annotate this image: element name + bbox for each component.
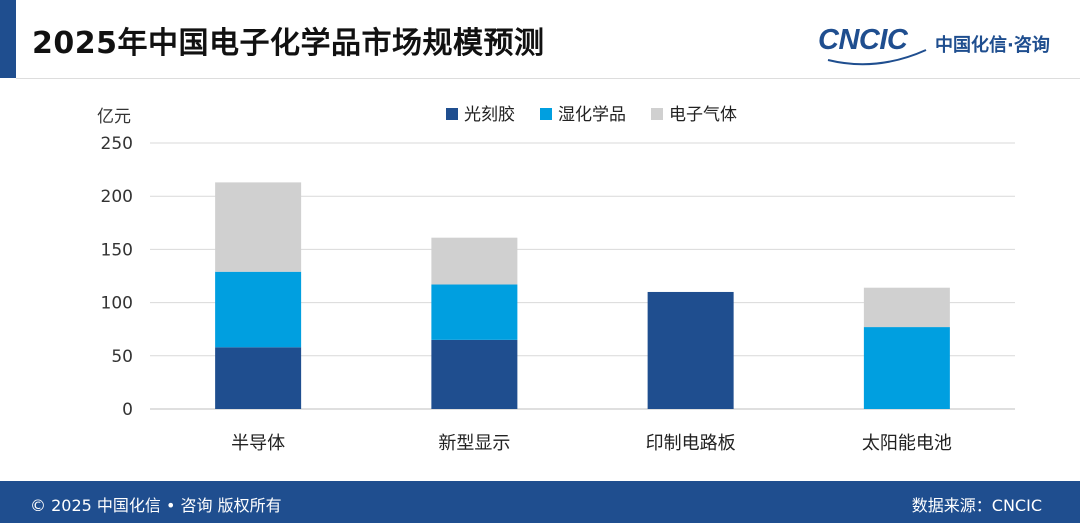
footer-copyright: © 2025 中国化信 • 咨询 版权所有 (30, 496, 282, 515)
legend-swatch (651, 108, 663, 120)
x-tick-label: 半导体 (231, 433, 285, 454)
y-tick-label: 250 (101, 134, 133, 154)
title-accent-bar (0, 0, 16, 78)
bar-segment (431, 237, 518, 285)
legend-swatch (446, 108, 458, 120)
y-tick-label: 200 (101, 187, 133, 207)
logo-text: 中国化信·咨询 (935, 35, 1050, 56)
brand-logo: CNCIC 中国化信·咨询 (818, 20, 1068, 66)
bar-segment (215, 347, 302, 409)
x-tick-label: 太阳能电池 (862, 433, 952, 454)
y-tick-label: 0 (122, 400, 133, 420)
bar-segment (863, 327, 950, 409)
bar-segment (863, 287, 950, 328)
legend-label: 电子气体 (669, 105, 737, 125)
legend-label: 湿化学品 (558, 105, 626, 125)
logo-mark: CNCIC (818, 24, 908, 56)
header-divider (16, 78, 1080, 79)
y-axis-label: 亿元 (97, 107, 131, 127)
bar-segment (215, 271, 302, 348)
bar-segment (431, 339, 518, 409)
legend-label: 光刻胶 (464, 105, 515, 125)
y-tick-label: 100 (101, 294, 133, 314)
bar-segment (647, 291, 734, 409)
logo-swoosh-icon (827, 49, 927, 66)
bar-segment (431, 284, 518, 340)
y-tick-label: 50 (111, 347, 133, 367)
y-tick-label: 150 (101, 240, 133, 260)
x-tick-label: 印制电路板 (646, 433, 736, 454)
page-title: 2025年中国电子化学品市场规模预测 (32, 26, 545, 61)
footer-source: 数据来源：CNCIC (911, 496, 1042, 515)
footer-bar: © 2025 中国化信 • 咨询 版权所有 数据来源：CNCIC (0, 481, 1080, 523)
x-tick-label: 新型显示 (438, 433, 510, 454)
legend-swatch (540, 108, 552, 120)
bar-segment (215, 182, 302, 272)
